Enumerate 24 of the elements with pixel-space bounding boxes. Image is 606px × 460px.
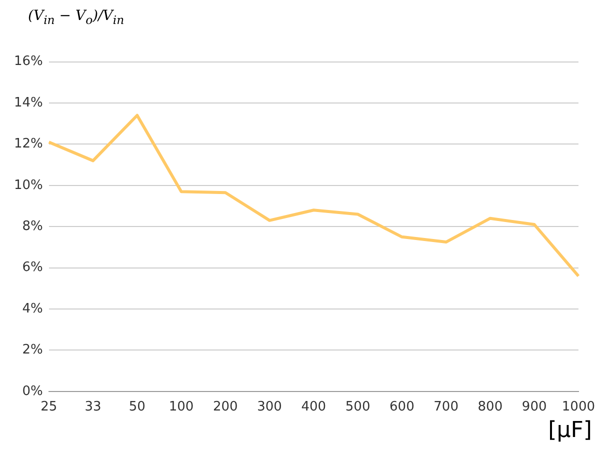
x-tick-label: 600 (390, 400, 414, 415)
x-tick-label: 500 (345, 400, 370, 415)
y-tick-label: 6% (22, 260, 43, 276)
y-tick-label: 16% (14, 54, 43, 70)
y-tick-label: 14% (14, 95, 43, 110)
x-axis-title: [μF] (547, 418, 593, 443)
y-tick-label: 10% (14, 178, 43, 193)
y-tick-label: 2% (22, 342, 43, 358)
y-axis-title: (V$_{in}$ − V$_{o}$)/V$_{in}$ (27, 8, 126, 29)
x-tick-label: 25 (40, 400, 58, 415)
x-tick-label: 700 (434, 400, 458, 415)
x-tick-label: 900 (522, 400, 547, 415)
x-tick-label: 1000 (562, 400, 596, 415)
y-tick-label: 4% (22, 301, 43, 316)
x-tick-label: 200 (213, 400, 238, 415)
y-tick-label: 0% (22, 384, 43, 399)
x-tick-label: 100 (168, 400, 194, 415)
x-tick-label: 800 (478, 400, 503, 415)
y-tick-label: 8% (22, 218, 43, 234)
x-tick-label: 50 (128, 400, 146, 415)
x-tick-label: 33 (84, 400, 102, 415)
x-tick-label: 400 (301, 400, 326, 415)
x-tick-label: 300 (257, 400, 282, 415)
y-tick-label: 12% (14, 136, 43, 152)
